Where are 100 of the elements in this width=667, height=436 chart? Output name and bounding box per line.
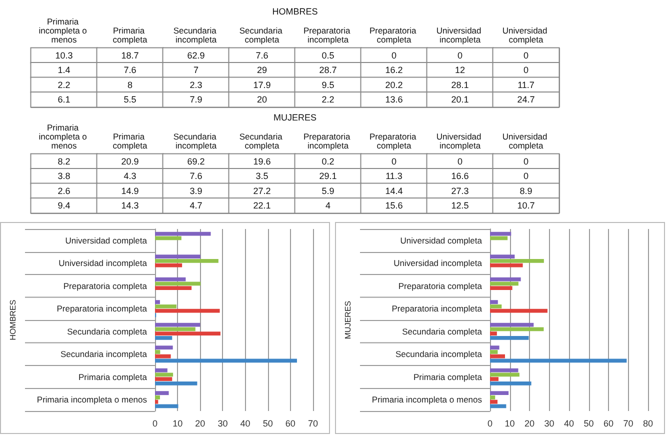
bar (490, 322, 534, 327)
bar (490, 332, 497, 336)
bar (490, 263, 523, 268)
bar (155, 381, 198, 386)
data-label: 28.1 (451, 80, 469, 90)
data-label: 14.3 (121, 200, 139, 211)
bar (155, 395, 160, 400)
x-tick-label: Secundaria completa (239, 132, 285, 150)
bar (155, 368, 168, 372)
bar (155, 377, 172, 382)
x-tick-label: 10 (172, 418, 183, 428)
y-tick-label: Preparatoria completa (398, 280, 482, 291)
x-tick-label: Primaria incompleta o menos (38, 16, 90, 44)
bar (155, 332, 220, 336)
bar (490, 354, 506, 358)
data-label: 4 (325, 200, 331, 211)
data-label: 20.9 (121, 156, 139, 166)
bar (155, 282, 201, 286)
bar (155, 308, 220, 313)
data-label: 0 (391, 156, 397, 166)
y-tick-label: Primaria completa (78, 372, 148, 382)
bar (155, 254, 200, 259)
bar (155, 346, 173, 350)
data-label: 12.5 (451, 200, 469, 211)
data-label: 7.6 (256, 50, 268, 60)
data-label: 10.3 (55, 50, 73, 60)
y-tick-label: Primaria incompleta o menos (36, 394, 147, 405)
y-tick-label: Secundaria completa (402, 326, 482, 336)
y-tick-label: Secundaria incompleta (60, 349, 148, 360)
data-label: 20.2 (385, 80, 403, 90)
y-tick-label: Preparatoria incompleta (392, 304, 482, 314)
bar (490, 350, 498, 354)
bar (490, 377, 498, 382)
data-label: 5.9 (322, 186, 334, 196)
x-tick-label: Secundaria incompleta (173, 132, 219, 150)
bar (155, 263, 182, 268)
y-tick-label: Preparatoria completa (63, 280, 148, 291)
bar (490, 258, 544, 263)
data-label: 22.1 (253, 200, 271, 211)
x-tick-label: Preparatoria incompleta (303, 26, 353, 44)
y-tick-label: Secundaria incompleta (396, 349, 482, 360)
bar (155, 232, 211, 236)
data-label: 7.6 (124, 65, 136, 76)
data-label: 0.5 (322, 50, 334, 60)
bar (155, 300, 160, 304)
bar (155, 391, 169, 396)
data-label: 16.6 (451, 171, 469, 182)
data-label: 9.5 (322, 80, 334, 90)
data-label: 3.9 (190, 186, 202, 196)
data-label: 17.9 (253, 80, 271, 90)
bar (155, 304, 176, 308)
data-label: 62.9 (187, 50, 205, 60)
data-label: 69.2 (187, 156, 205, 166)
bar (155, 372, 174, 377)
bar (490, 304, 502, 308)
bar (155, 336, 172, 340)
data-label: 24.7 (517, 94, 535, 105)
bar (490, 404, 506, 408)
data-label: 0 (391, 50, 397, 60)
data-label: 0 (523, 50, 529, 60)
x-tick-label: 20 (524, 418, 535, 428)
data-label: 20 (256, 94, 268, 105)
x-tick-label: Secundaria incompleta (173, 26, 219, 44)
bar (490, 358, 627, 363)
bar (155, 358, 297, 363)
chart-title: MUJERES (273, 112, 317, 122)
bar (490, 391, 509, 396)
data-label: 14.9 (121, 186, 139, 196)
y-tick-label: Universidad incompleta (58, 258, 148, 268)
data-label: 0 (457, 156, 463, 166)
bar (155, 400, 158, 404)
x-tick-label: Preparatoria completa (369, 26, 419, 44)
x-tick-label: 50 (584, 418, 594, 428)
x-tick-label: 20 (195, 418, 206, 428)
bar (490, 368, 518, 372)
data-label: 7.6 (190, 171, 202, 182)
data-label: 27.3 (451, 186, 469, 196)
data-label: 12 (454, 65, 466, 76)
data-label: 0 (523, 171, 529, 182)
bar (490, 346, 500, 350)
data-label: 28.7 (319, 65, 337, 76)
bar (490, 308, 548, 313)
x-tick-label: 0 (487, 418, 493, 428)
bar (490, 232, 512, 236)
bar (155, 258, 218, 263)
data-label: 8 (127, 80, 133, 90)
data-label: 8.9 (520, 186, 532, 196)
bar (155, 322, 200, 327)
y-tick-label: Preparatoria incompleta (56, 304, 148, 314)
data-label: 13.6 (385, 94, 403, 105)
data-label: 2.3 (190, 80, 202, 90)
bar (155, 354, 171, 358)
x-tick-label: Universidad completa (502, 26, 550, 44)
data-label: 6.1 (58, 94, 70, 105)
data-label: 29.1 (319, 171, 337, 182)
bar (490, 277, 521, 282)
x-tick-label: 40 (240, 418, 250, 428)
x-tick-label: 50 (262, 418, 273, 428)
y-tick-label: Secundaria completa (67, 326, 148, 336)
bar (490, 282, 518, 286)
